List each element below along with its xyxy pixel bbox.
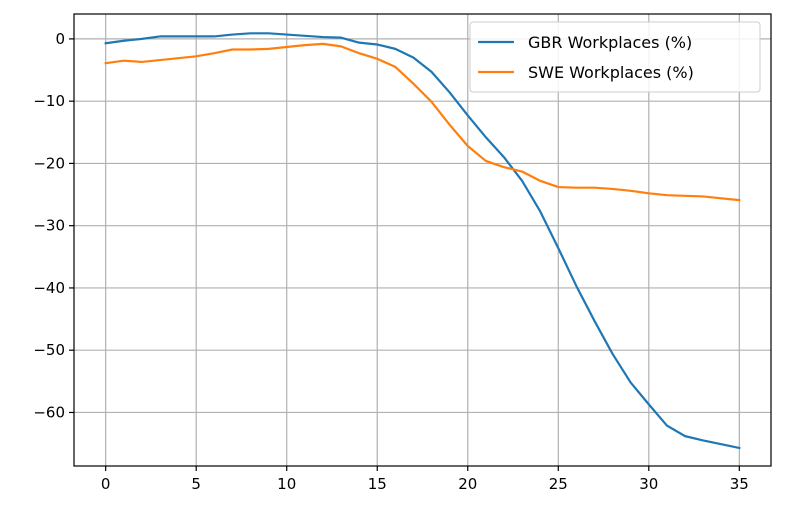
legend: GBR Workplaces (%) SWE Workplaces (%) [469, 21, 761, 93]
series-line-swe [104, 42, 741, 202]
y-tick-label: −40 [33, 279, 65, 297]
x-tick-label: 5 [191, 475, 201, 493]
x-tick-label: 0 [101, 475, 111, 493]
legend-box [469, 21, 761, 93]
x-tick-label: 25 [549, 475, 568, 493]
legend-label: GBR Workplaces (%) [528, 33, 692, 52]
plot-area-frame [73, 13, 772, 467]
x-tick-label: 30 [639, 475, 658, 493]
series-line-gbr [104, 32, 741, 450]
y-tick-label: −60 [33, 403, 65, 421]
y-tick-label: −50 [33, 341, 65, 359]
x-tick-label: 35 [730, 475, 749, 493]
x-tick-label: 10 [277, 475, 296, 493]
y-tick-label: 0 [55, 30, 65, 48]
x-tick-label: 20 [458, 475, 477, 493]
axis-ticks: 0 5 10 15 20 25 30 35 0 −10 −20 −30 −40 −50 −60 [33, 30, 749, 493]
y-tick-label: −20 [33, 154, 65, 172]
y-tick-label: −10 [33, 92, 65, 110]
legend-label: SWE Workplaces (%) [528, 63, 694, 82]
y-tick-label: −30 [33, 217, 65, 235]
x-tick-label: 15 [368, 475, 387, 493]
series-lines [104, 32, 741, 450]
